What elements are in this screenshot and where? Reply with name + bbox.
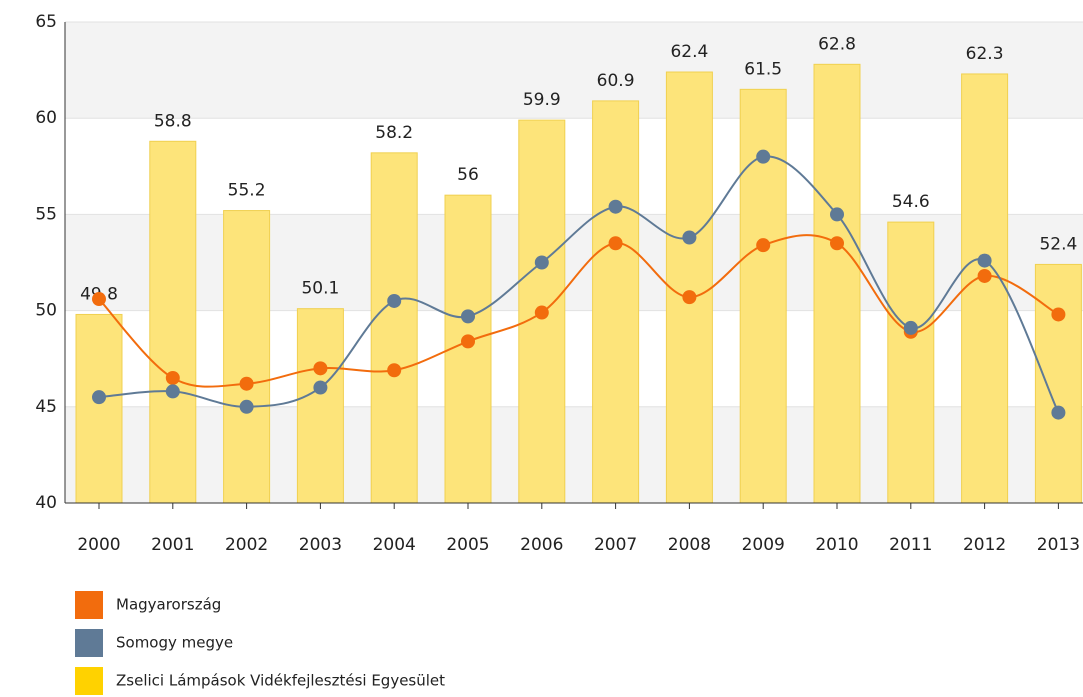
- bar: [444, 194, 492, 504]
- point: [387, 293, 402, 308]
- y-tick-label: 60: [35, 108, 57, 128]
- point: [756, 149, 771, 164]
- point: [461, 334, 475, 349]
- grid-band: [65, 22, 1083, 119]
- point: [239, 399, 254, 414]
- bar: [961, 73, 1009, 504]
- point: [461, 309, 475, 324]
- x-tick-label: 2010: [815, 535, 858, 555]
- legend-swatch: [75, 667, 103, 695]
- bar-value-label: 55.2: [228, 181, 266, 201]
- x-tick-label: 2005: [446, 535, 489, 555]
- point: [313, 361, 328, 376]
- point: [903, 320, 918, 335]
- bar-value-label: 62.4: [670, 42, 708, 62]
- point: [534, 305, 549, 320]
- bar-value-label: 59.9: [523, 90, 561, 110]
- point: [1051, 405, 1066, 420]
- point: [1051, 307, 1066, 322]
- bar-value-label: 60.9: [597, 71, 635, 91]
- y-tick-label: 40: [35, 493, 57, 513]
- bar: [223, 210, 271, 504]
- bar-value-label: 52.4: [1039, 234, 1077, 254]
- bar-value-label: 62.3: [966, 44, 1004, 64]
- point: [682, 230, 697, 245]
- bar: [370, 152, 418, 504]
- legend-swatch: [75, 629, 103, 657]
- point: [608, 236, 623, 251]
- bar-value-label: 62.8: [818, 34, 856, 54]
- x-tick-label: 2009: [742, 535, 785, 555]
- point: [608, 199, 623, 214]
- bar-value-label: 58.2: [375, 123, 413, 143]
- x-tick-label: 2003: [299, 535, 342, 555]
- bar-value-label: 50.1: [301, 279, 339, 299]
- y-tick-label: 50: [35, 301, 57, 321]
- x-tick-label: 2008: [668, 535, 711, 555]
- legend-label: Magyarország: [116, 596, 221, 614]
- y-tick-label: 45: [35, 397, 57, 417]
- x-tick-label: 2000: [77, 535, 120, 555]
- bar: [813, 63, 861, 504]
- x-tick-label: 2012: [963, 535, 1006, 555]
- x-tick-label: 2001: [151, 535, 194, 555]
- bar: [1034, 263, 1082, 504]
- bar: [75, 313, 123, 504]
- point: [830, 207, 844, 222]
- point: [977, 268, 992, 283]
- y-tick-label: 65: [35, 12, 57, 32]
- bar: [887, 221, 935, 504]
- bar-value-label: 58.8: [154, 111, 192, 131]
- point: [830, 236, 844, 251]
- point: [682, 290, 697, 305]
- bar-value-label: 54.6: [892, 192, 930, 212]
- bar-value-label: 61.5: [744, 59, 782, 79]
- x-tick-label: 2011: [889, 535, 932, 555]
- x-tick-label: 2002: [225, 535, 268, 555]
- bar: [665, 71, 713, 504]
- bar-value-label: 56: [457, 165, 479, 185]
- point: [165, 384, 180, 399]
- point: [387, 363, 402, 378]
- x-tick-label: 2004: [373, 535, 416, 555]
- point: [534, 255, 549, 270]
- point: [313, 380, 328, 395]
- legend-swatch: [75, 591, 103, 619]
- point: [92, 390, 106, 405]
- point: [92, 292, 106, 307]
- point: [756, 238, 771, 253]
- legend-label: Somogy megye: [116, 634, 233, 652]
- x-tick-label: 2013: [1037, 535, 1080, 555]
- bar: [592, 100, 640, 504]
- x-tick-label: 2006: [520, 535, 563, 555]
- point: [239, 376, 254, 391]
- bar: [296, 308, 344, 504]
- legend-label: Zselici Lámpások Vidékfejlesztési Egyesü…: [116, 672, 445, 690]
- point: [977, 253, 992, 268]
- bar: [149, 140, 197, 504]
- y-tick-label: 55: [35, 204, 57, 224]
- x-tick-label: 2007: [594, 535, 637, 555]
- point: [165, 370, 180, 385]
